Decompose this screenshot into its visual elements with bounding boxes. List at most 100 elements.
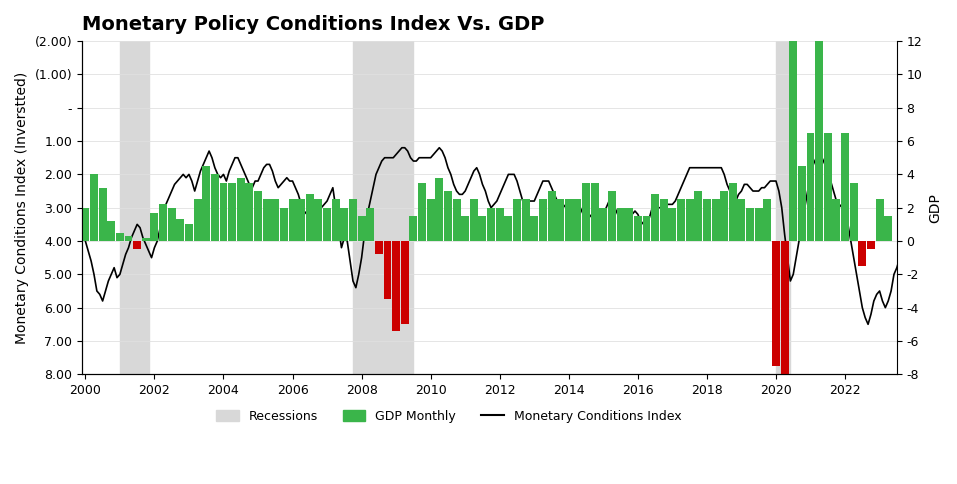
- Bar: [444, 191, 452, 241]
- Bar: [685, 199, 694, 241]
- Bar: [193, 199, 202, 241]
- Bar: [332, 199, 340, 241]
- Bar: [850, 183, 857, 241]
- Bar: [280, 208, 288, 241]
- Bar: [211, 174, 219, 241]
- Bar: [565, 199, 573, 241]
- Bar: [625, 208, 634, 241]
- Bar: [884, 216, 892, 241]
- Bar: [353, 41, 413, 374]
- Bar: [289, 199, 297, 241]
- Bar: [496, 208, 503, 241]
- Bar: [790, 0, 797, 241]
- Text: Monetary Policy Conditions Index Vs. GDP: Monetary Policy Conditions Index Vs. GDP: [82, 15, 545, 34]
- Bar: [367, 208, 374, 241]
- Bar: [107, 221, 115, 241]
- Bar: [522, 199, 529, 241]
- Bar: [124, 236, 132, 241]
- Bar: [271, 199, 279, 241]
- Bar: [358, 216, 366, 241]
- Bar: [167, 208, 176, 241]
- Bar: [298, 199, 305, 241]
- Bar: [755, 208, 763, 241]
- Bar: [513, 199, 521, 241]
- Bar: [116, 233, 123, 241]
- Bar: [90, 174, 98, 241]
- Bar: [236, 178, 245, 241]
- Legend: Recessions, GDP Monthly, Monetary Conditions Index: Recessions, GDP Monthly, Monetary Condit…: [211, 405, 686, 428]
- Bar: [427, 199, 434, 241]
- Bar: [556, 199, 564, 241]
- Bar: [659, 199, 668, 241]
- Bar: [375, 241, 383, 255]
- Bar: [504, 216, 512, 241]
- Bar: [695, 191, 702, 241]
- Bar: [219, 183, 228, 241]
- Bar: [159, 204, 167, 241]
- Bar: [120, 41, 148, 374]
- Bar: [634, 216, 642, 241]
- Bar: [99, 188, 106, 241]
- Bar: [573, 199, 582, 241]
- Bar: [202, 166, 211, 241]
- Bar: [254, 191, 262, 241]
- Bar: [478, 216, 486, 241]
- Bar: [668, 208, 677, 241]
- Bar: [841, 133, 849, 241]
- Bar: [349, 199, 357, 241]
- Bar: [530, 216, 538, 241]
- Bar: [81, 208, 89, 241]
- Bar: [453, 199, 460, 241]
- Bar: [703, 199, 711, 241]
- Bar: [435, 178, 443, 241]
- Bar: [807, 133, 814, 241]
- Bar: [582, 183, 590, 241]
- Bar: [798, 166, 806, 241]
- Bar: [539, 199, 546, 241]
- Bar: [721, 191, 728, 241]
- Bar: [772, 241, 780, 366]
- Bar: [470, 199, 478, 241]
- Bar: [392, 241, 400, 331]
- Bar: [746, 208, 754, 241]
- Bar: [410, 216, 417, 241]
- Bar: [738, 199, 746, 241]
- Bar: [228, 183, 236, 241]
- Bar: [341, 208, 348, 241]
- Bar: [401, 241, 409, 324]
- Bar: [487, 208, 495, 241]
- Bar: [150, 212, 159, 241]
- Bar: [547, 191, 555, 241]
- Bar: [590, 183, 599, 241]
- Y-axis label: GDP: GDP: [928, 193, 942, 223]
- Bar: [418, 183, 426, 241]
- Bar: [833, 199, 840, 241]
- Bar: [306, 195, 314, 241]
- Bar: [142, 238, 149, 241]
- Bar: [642, 216, 651, 241]
- Bar: [133, 241, 141, 249]
- Bar: [712, 199, 720, 241]
- Bar: [815, 41, 823, 241]
- Bar: [599, 208, 608, 241]
- Bar: [677, 199, 685, 241]
- Bar: [245, 183, 254, 241]
- Bar: [315, 199, 323, 241]
- Bar: [461, 216, 469, 241]
- Bar: [384, 241, 391, 299]
- Bar: [185, 225, 193, 241]
- Bar: [729, 183, 737, 241]
- Bar: [781, 241, 789, 484]
- Bar: [867, 241, 875, 249]
- Bar: [824, 133, 832, 241]
- Bar: [876, 199, 883, 241]
- Bar: [764, 199, 771, 241]
- Bar: [176, 219, 185, 241]
- Bar: [608, 191, 616, 241]
- Bar: [323, 208, 331, 241]
- Bar: [616, 208, 625, 241]
- Y-axis label: Monetary Conditions Index (Inverstted): Monetary Conditions Index (Inverstted): [15, 72, 29, 344]
- Bar: [262, 199, 271, 241]
- Bar: [651, 195, 659, 241]
- Bar: [858, 241, 866, 266]
